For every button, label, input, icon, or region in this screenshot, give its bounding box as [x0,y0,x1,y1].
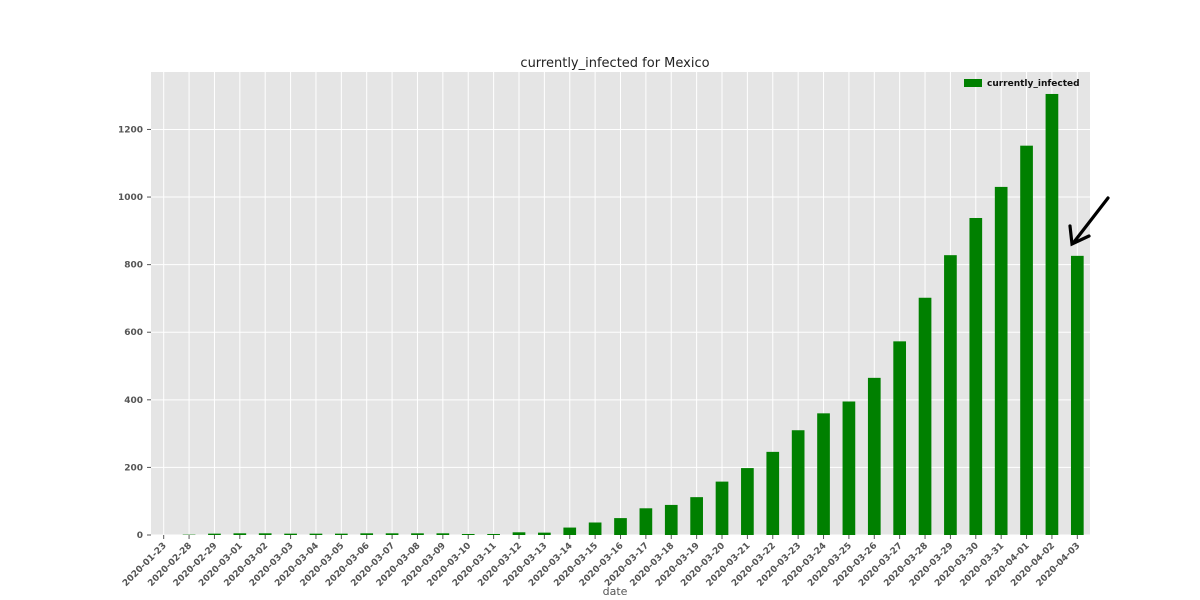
bar [512,532,526,535]
bar [715,481,729,535]
bar [994,186,1008,536]
bar [385,533,399,535]
bar [436,533,450,535]
legend-swatch [964,79,982,87]
y-tick-label: 0 [137,531,143,541]
bar [334,533,348,535]
bar [538,532,551,535]
bar [1020,145,1033,536]
x-axis-label: date [603,585,628,598]
bars [182,93,1084,536]
bar [664,504,678,535]
bar [461,533,475,535]
bar [893,341,907,535]
bar [208,533,221,535]
y-tick-label: 1000 [118,193,143,203]
bar [741,468,754,535]
bar [690,497,703,535]
bar [588,522,602,535]
bar [1070,255,1084,535]
bar [411,533,424,535]
chart-title: currently_infected for Mexico [520,56,709,71]
bar [487,533,500,535]
x-axis: 2020-01-232020-02-282020-02-292020-03-01… [121,535,1082,589]
bar [944,255,957,536]
y-axis: 0 200 400 600 800 1000 1200 [118,125,151,541]
bar [639,508,653,535]
legend: currently_infected [964,79,1080,89]
bar [867,377,881,535]
y-tick-label: 1200 [118,125,143,135]
bar [969,217,983,536]
x-tick-label: 2020-01-23 [121,541,169,589]
arrow-head [1068,224,1091,247]
bar [614,518,627,535]
bar [918,297,932,535]
y-tick-label: 200 [124,463,143,473]
bar [563,527,577,535]
bar [766,451,780,535]
y-tick-label: 400 [124,396,143,406]
y-tick-label: 600 [124,328,143,338]
bar [1045,93,1059,535]
bar [842,401,856,535]
legend-label: currently_infected [987,79,1080,89]
bar [233,533,247,535]
bar [360,533,374,535]
bar [258,533,272,535]
arrow-shaft [1072,196,1110,244]
y-tick-label: 800 [124,261,143,271]
annotation-arrow [1068,196,1110,247]
bar [817,413,830,535]
bar [791,430,805,535]
bar [284,533,297,535]
bar [309,533,323,535]
